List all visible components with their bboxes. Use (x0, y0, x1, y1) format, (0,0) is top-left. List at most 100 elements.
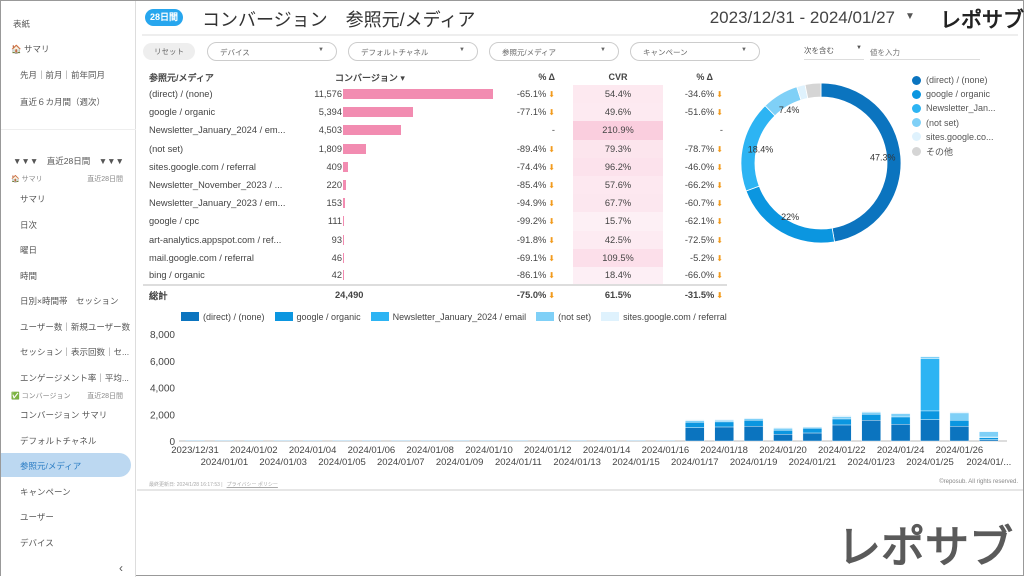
sidebar-item[interactable]: デフォルトチャネル (20, 435, 97, 446)
sidebar-item[interactable]: コンバージョン サマリ (20, 410, 108, 420)
table-row[interactable]: google / cpc 111 -99.2% ⬇ 15.7% -62.1% ⬇ (143, 212, 727, 231)
legend-item[interactable]: (not set) (536, 312, 591, 322)
bar-segment[interactable] (861, 414, 881, 421)
bar-segment[interactable] (214, 440, 234, 441)
sidebar-item[interactable]: 時間 (20, 270, 38, 281)
bar-segment[interactable] (920, 410, 940, 420)
sidebar-item[interactable]: キャンペーン (20, 486, 71, 497)
bar-segment[interactable] (626, 440, 646, 441)
sidebar-item[interactable]: 日別×時間帯 セッション (20, 296, 119, 306)
date-range-picker[interactable]: 2023/12/31 - 2024/01/27 (709, 8, 895, 27)
bar-segment[interactable] (773, 430, 793, 435)
sidebar-item[interactable]: セッション｜表示回数｜セ... (20, 347, 130, 357)
channel-filter[interactable]: デフォルトチャネル ▼ (348, 42, 478, 61)
legend-item[interactable]: (direct) / (none) (181, 312, 265, 322)
table-row[interactable]: art-analytics.appspot.com / ref... 93 -9… (143, 230, 727, 249)
value-input[interactable] (870, 45, 980, 60)
bar-segment[interactable] (185, 440, 205, 441)
sidebar-item-active[interactable]: 参照元/メディア (1, 453, 131, 477)
bar-segment[interactable] (685, 427, 705, 442)
bar-segment[interactable] (361, 440, 381, 441)
col-header-cvr-delta[interactable]: % Δ (696, 72, 713, 82)
bar-segment[interactable] (832, 416, 852, 420)
bar-segment[interactable] (979, 439, 999, 442)
sidebar-item-cover[interactable]: 表紙 (13, 19, 31, 29)
bar-segment[interactable] (920, 356, 940, 359)
bar-segment[interactable] (743, 420, 764, 427)
legend-item[interactable]: (not set) (912, 116, 996, 130)
table-row[interactable]: bing / organic 42 -86.1% ⬇ 18.4% -66.0% ⬇ (143, 266, 727, 286)
col-header-cvr[interactable]: CVR (608, 72, 628, 82)
bar-segment[interactable] (802, 432, 823, 442)
bar-segment[interactable] (714, 420, 734, 423)
col-header-source[interactable]: 参照元/メディア (149, 72, 214, 83)
bar-segment[interactable] (949, 420, 970, 427)
legend-item[interactable]: google / organic (274, 312, 361, 322)
bar-segment[interactable] (450, 440, 470, 441)
sidebar-item[interactable]: 曜日 (20, 245, 38, 255)
bar-segment[interactable] (920, 358, 940, 412)
bar-segment[interactable] (685, 419, 705, 421)
legend-item[interactable]: google / organic (912, 87, 996, 101)
device-filter[interactable]: デバイス ▼ (207, 42, 337, 61)
bar-segment[interactable] (890, 416, 911, 425)
bar-segment[interactable] (714, 419, 734, 421)
col-header-delta[interactable]: % Δ (538, 72, 555, 82)
bar-segment[interactable] (832, 418, 852, 426)
bar-segment[interactable] (685, 420, 705, 423)
campaign-filter[interactable]: キャンペーン ▼ (630, 42, 760, 61)
source-medium-filter[interactable]: 参照元/メディア ▼ (489, 42, 619, 61)
bar-segment[interactable] (685, 422, 705, 428)
bar-segment[interactable] (832, 424, 852, 442)
sidebar-item-6months[interactable]: 直近６カ月間（週次） (20, 97, 106, 107)
table-row[interactable]: (direct) / (none) 11,576 -65.1% ⬇ 54.4% -… (143, 85, 727, 104)
col-header-conversions[interactable]: コンバージョン ▾ (335, 72, 405, 83)
bar-segment[interactable] (979, 430, 999, 432)
chevron-down-icon[interactable]: ▼ (905, 11, 915, 22)
collapse-icon[interactable]: ‹ (119, 561, 123, 575)
sidebar-item[interactable]: デバイス (20, 537, 54, 548)
bar-segment[interactable] (979, 437, 999, 440)
legend-item[interactable]: その他 (912, 144, 996, 158)
bar-segment[interactable] (979, 431, 999, 438)
privacy-link[interactable]: プライバシー ポリシー (226, 482, 278, 488)
sidebar-item[interactable]: エンゲージメント率｜平均... (20, 372, 129, 383)
bar-segment[interactable] (890, 413, 911, 418)
bar-segment[interactable] (949, 412, 970, 421)
bar-segment[interactable] (861, 420, 881, 442)
bar-segment[interactable] (655, 440, 675, 441)
bar-segment[interactable] (332, 440, 352, 441)
sidebar-item[interactable]: サマリ (20, 194, 46, 204)
bar-segment[interactable] (773, 434, 793, 442)
sidebar-item[interactable]: ユーザー数｜新規ユーザー数 (20, 321, 131, 332)
legend-item[interactable]: Newsletter_Jan... (912, 101, 996, 115)
bar-segment[interactable] (920, 355, 940, 357)
sidebar-item[interactable]: ユーザー (20, 512, 54, 522)
table-row[interactable]: mail.google.com / referral 46 -69.1% ⬇ 10… (143, 248, 727, 267)
bar-segment[interactable] (714, 426, 734, 442)
bar-segment[interactable] (244, 440, 264, 441)
legend-item[interactable]: (direct) / (none) (912, 73, 996, 87)
sidebar-item[interactable]: 日次 (20, 219, 38, 230)
condition-select[interactable]: 次を含む ▼ (804, 45, 864, 60)
sidebar-item-summary[interactable]: 🏠 サマリ (11, 43, 49, 55)
reset-button[interactable]: リセット (143, 43, 195, 60)
table-row[interactable]: Newsletter_November_2023 / ... 220 -85.4… (143, 175, 727, 195)
bar-segment[interactable] (743, 417, 764, 419)
bar-segment[interactable] (538, 440, 558, 441)
bar-segment[interactable] (508, 440, 528, 441)
bar-segment[interactable] (743, 418, 764, 421)
bar-segment[interactable] (861, 411, 881, 413)
legend-item[interactable]: Newsletter_January_2024 / email (370, 312, 526, 322)
legend-item[interactable]: sites.google.co... (912, 130, 996, 144)
table-row[interactable]: (not set) 1,809 -89.4% ⬇ 79.3% -78.7% ⬇ (143, 139, 727, 158)
table-row[interactable]: google / organic 5,394 -77.1% ⬇ 49.6% -51… (143, 103, 727, 122)
bar-segment[interactable] (597, 440, 617, 441)
bar-segment[interactable] (303, 440, 323, 441)
bar-segment[interactable] (273, 440, 293, 441)
bar-segment[interactable] (890, 424, 911, 442)
bar-segment[interactable] (773, 427, 793, 429)
bar-segment[interactable] (773, 428, 793, 431)
bar-segment[interactable] (743, 426, 764, 442)
table-row[interactable]: Newsletter_January_2023 / em... 153 -94.… (143, 194, 727, 213)
